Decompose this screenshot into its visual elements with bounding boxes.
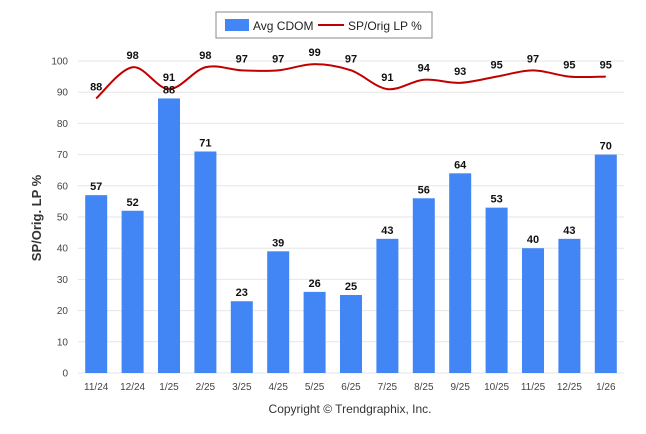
line-value-label: 98 bbox=[199, 50, 211, 62]
line-value-label: 98 bbox=[126, 50, 138, 62]
bar-value-label: 53 bbox=[490, 194, 502, 206]
y-tick-label: 70 bbox=[57, 150, 69, 161]
copyright-text: Copyright © Trendgraphix, Inc. bbox=[269, 402, 432, 416]
y-tick-label: 80 bbox=[57, 119, 69, 130]
x-tick-label: 2/25 bbox=[196, 382, 216, 393]
x-tick-label: 10/25 bbox=[484, 382, 509, 393]
bar bbox=[340, 295, 362, 373]
x-tick-label: 1/26 bbox=[596, 382, 616, 393]
data-labels: 57 52 88 71 23 39 26 25 43 56 64 53 40 43 70 88 98 91 98 97… bbox=[90, 47, 612, 299]
bar bbox=[449, 173, 472, 373]
x-tick-label: 7/25 bbox=[378, 382, 398, 393]
y-tick-label: 30 bbox=[57, 275, 69, 286]
y-axis-ticks: 0 10 20 30 40 50 60 70 80 90 100 bbox=[51, 57, 68, 380]
bar-value-label: 40 bbox=[527, 234, 539, 246]
line-value-label: 94 bbox=[418, 63, 431, 75]
line-value-label: 97 bbox=[527, 53, 539, 65]
x-tick-label: 6/25 bbox=[341, 382, 361, 393]
line-value-label: 97 bbox=[345, 53, 357, 65]
line-value-label: 95 bbox=[563, 60, 575, 72]
bar-value-label: 88 bbox=[163, 84, 175, 96]
bar-value-label: 26 bbox=[308, 278, 320, 290]
legend-bar-swatch bbox=[225, 19, 249, 31]
line-value-label: 91 bbox=[163, 72, 175, 84]
line-value-label: 93 bbox=[454, 66, 466, 78]
bar bbox=[558, 238, 581, 373]
bar bbox=[158, 98, 180, 373]
y-tick-label: 50 bbox=[57, 213, 69, 224]
y-axis-label: SP/Orig. LP % bbox=[29, 174, 44, 261]
bar bbox=[376, 238, 399, 373]
line-value-label: 99 bbox=[308, 47, 320, 59]
bar bbox=[594, 154, 617, 373]
bar-value-label: 23 bbox=[236, 287, 248, 299]
bar-value-label: 57 bbox=[90, 181, 102, 193]
bar-value-label: 71 bbox=[199, 137, 211, 149]
x-tick-label: 11/24 bbox=[84, 382, 109, 393]
line-value-label: 97 bbox=[236, 53, 248, 65]
legend[interactable]: Avg CDOM SP/Orig LP % bbox=[215, 11, 433, 39]
bar-value-label: 56 bbox=[418, 184, 430, 196]
bar-value-label: 64 bbox=[454, 159, 467, 171]
y-tick-label: 0 bbox=[62, 369, 68, 380]
x-tick-label: 8/25 bbox=[414, 382, 434, 393]
bar-value-label: 39 bbox=[272, 237, 284, 249]
line-value-label: 91 bbox=[381, 72, 393, 84]
x-tick-label: 12/24 bbox=[120, 382, 145, 393]
y-tick-label: 20 bbox=[57, 306, 69, 317]
x-tick-label: 11/25 bbox=[521, 382, 546, 393]
bar bbox=[522, 248, 544, 373]
legend-label-sp-orig-lp[interactable]: SP/Orig LP % bbox=[348, 19, 422, 33]
bar-value-label: 43 bbox=[563, 225, 575, 237]
legend-label-avg-cdom[interactable]: Avg CDOM bbox=[253, 19, 313, 33]
y-tick-label: 10 bbox=[57, 337, 69, 348]
bar bbox=[303, 291, 326, 373]
x-tick-label: 5/25 bbox=[305, 382, 325, 393]
bar bbox=[412, 198, 435, 373]
line-value-label: 97 bbox=[272, 53, 284, 65]
bar bbox=[485, 207, 508, 373]
y-tick-label: 40 bbox=[57, 244, 69, 255]
x-tick-label: 4/25 bbox=[268, 382, 288, 393]
bar bbox=[85, 195, 108, 373]
y-tick-label: 100 bbox=[51, 57, 68, 68]
x-axis-ticks: 11/24 12/24 1/25 2/25 3/25 4/25 5/25 6/25 7/25 8/… bbox=[84, 382, 616, 393]
bar bbox=[194, 151, 217, 373]
y-tick-label: 60 bbox=[57, 181, 69, 192]
bar-series bbox=[85, 98, 617, 373]
bar bbox=[121, 210, 144, 373]
bar-value-label: 25 bbox=[345, 281, 357, 293]
line-value-label: 95 bbox=[490, 60, 502, 72]
bar-value-label: 70 bbox=[600, 141, 612, 153]
bar-value-label: 52 bbox=[126, 197, 138, 209]
line-value-label: 88 bbox=[90, 81, 102, 93]
line-path bbox=[95, 63, 606, 100]
x-tick-label: 3/25 bbox=[232, 382, 252, 393]
y-tick-label: 90 bbox=[57, 88, 69, 99]
line-series bbox=[95, 63, 606, 100]
bar bbox=[230, 301, 253, 373]
x-tick-label: 12/25 bbox=[557, 382, 582, 393]
bar-value-label: 43 bbox=[381, 225, 393, 237]
line-value-label: 95 bbox=[600, 60, 612, 72]
x-tick-label: 9/25 bbox=[450, 382, 470, 393]
x-tick-label: 1/25 bbox=[159, 382, 179, 393]
bar bbox=[267, 251, 290, 373]
